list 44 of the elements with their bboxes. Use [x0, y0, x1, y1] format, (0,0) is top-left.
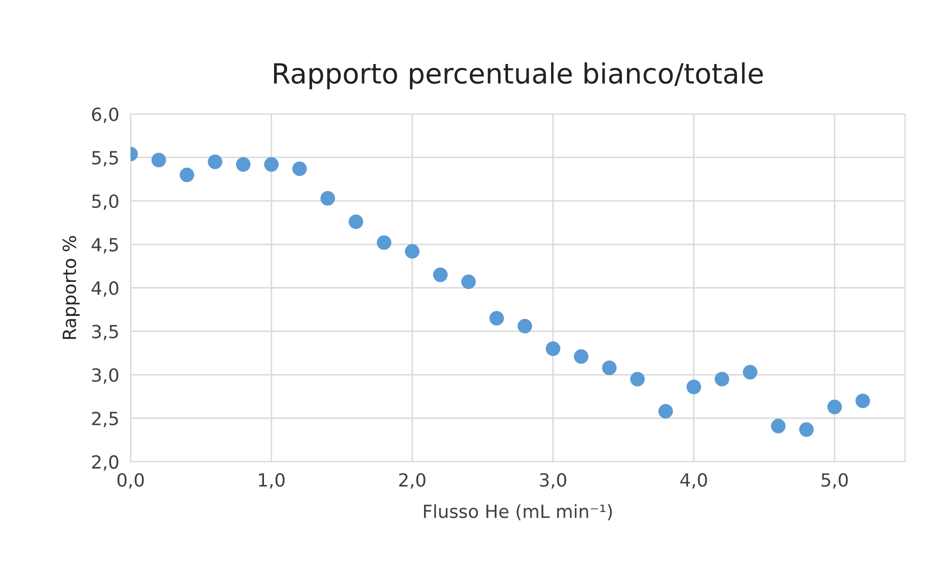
x-tick-label: 3,0: [540, 473, 566, 489]
point: [348, 214, 364, 230]
point: [461, 274, 476, 290]
point: [151, 152, 166, 168]
x-tick-label: 5,0: [822, 473, 848, 489]
point: [489, 310, 504, 326]
point: [208, 154, 222, 170]
y-tick-label: 5,5: [92, 151, 118, 166]
point: [686, 380, 702, 394]
y-tick-label: 6,0: [92, 107, 118, 123]
point: [546, 341, 560, 356]
chart-title: Rapporto percentuale bianco/totale: [274, 62, 763, 90]
point: [292, 161, 307, 176]
x-axis-title: Flusso He (mL min⁻¹): [424, 504, 612, 520]
y-tick-label: 2,0: [92, 455, 118, 471]
point: [574, 349, 588, 364]
y-tick-label: 4,0: [92, 281, 118, 297]
point: [855, 394, 870, 408]
point: [742, 364, 758, 380]
point: [827, 400, 842, 414]
point: [658, 404, 673, 419]
point: [320, 191, 336, 206]
point: [771, 418, 786, 434]
point: [404, 244, 420, 259]
point: [714, 372, 730, 386]
x-tick-label: 2,0: [399, 473, 426, 489]
point: [376, 235, 392, 250]
point: [518, 318, 532, 334]
point: [630, 372, 645, 386]
point: [236, 157, 251, 172]
point: [264, 157, 279, 172]
point: [433, 268, 448, 282]
y-tick-label: 3,0: [92, 368, 118, 384]
y-tick-label: 2,5: [92, 412, 118, 428]
y-tick-label: 4,5: [92, 238, 118, 254]
point: [602, 360, 617, 376]
point: [180, 168, 194, 182]
y-tick-label: 5,0: [92, 194, 118, 210]
x-tick-label: 4,0: [680, 473, 707, 489]
x-tick-label: 0,0: [117, 473, 144, 489]
y-axis-title: Rapporto %: [62, 236, 80, 339]
point: [799, 422, 814, 437]
x-tick-label: 1,0: [259, 473, 285, 489]
y-tick-label: 3,5: [92, 324, 118, 340]
